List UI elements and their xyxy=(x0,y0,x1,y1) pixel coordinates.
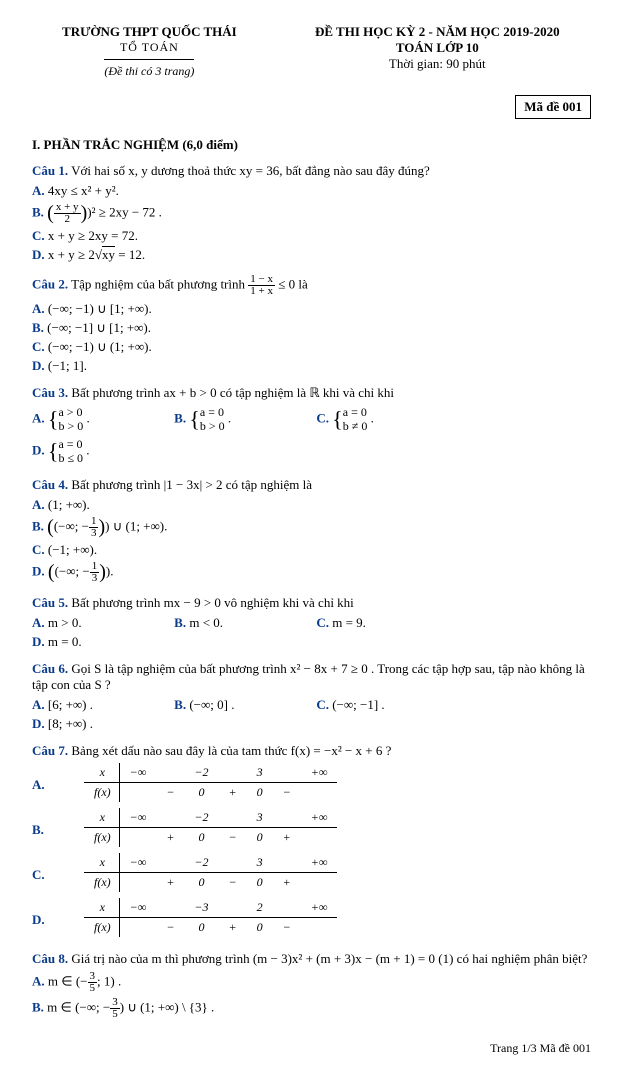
exam-time: Thời gian: 90 phút xyxy=(284,56,591,72)
q6-options: A. [6; +∞) . B. (−∞; 0] . C. (−∞; −1] . … xyxy=(32,697,591,735)
q7-table-b: B. x −∞−23+∞ f(x) +0−0+ xyxy=(32,808,591,853)
opt-c: C. x + y ≥ 2xy = 72. xyxy=(32,228,306,244)
opt-a: A. {a > 0b > 0 . xyxy=(32,405,166,434)
opt-d: D. x + y ≥ 2√xy = 12. xyxy=(32,247,306,263)
header-right: ĐỀ THI HỌC KỲ 2 - NĂM HỌC 2019-2020 TOÁN… xyxy=(284,24,591,79)
header: TRƯỜNG THPT QUỐC THÁI TỔ TOÁN (Đề thi có… xyxy=(32,24,591,79)
opt-c: C. {a = 0b ≠ 0 . xyxy=(316,405,450,434)
q-text: Bất phương trình mx − 9 > 0 vô nghiệm kh… xyxy=(71,595,353,610)
exam-title-1: ĐỀ THI HỌC KỲ 2 - NĂM HỌC 2019-2020 xyxy=(284,24,591,40)
q-num: Câu 6. xyxy=(32,661,68,676)
opt-a: A. m > 0. xyxy=(32,615,166,631)
opt-d: D. m = 0. xyxy=(32,634,166,650)
question-4: Câu 4. Bất phương trình |1 − 3x| > 2 có … xyxy=(32,477,591,493)
q-text: Bảng xét dấu nào sau đây là của tam thức… xyxy=(71,743,391,758)
q7-table-d: D. x −∞−32+∞ f(x) −0+0− xyxy=(32,898,591,943)
q8-options: A. m ∈ (−35; 1) . B. m ∈ (−∞; −35) ∪ (1;… xyxy=(32,971,591,1023)
q-text: Gọi S là tập nghiệm của bất phương trình… xyxy=(32,661,585,692)
sign-table-d: x −∞−32+∞ f(x) −0+0− xyxy=(84,898,337,937)
question-3: Câu 3. Bất phương trình ax + b > 0 có tậ… xyxy=(32,385,591,401)
opt-b: B. {a = 0b > 0 . xyxy=(174,405,308,434)
school-name: TRƯỜNG THPT QUỐC THÁI xyxy=(32,24,267,40)
q-num: Câu 1. xyxy=(32,163,68,178)
q3-options: A. {a > 0b > 0 . B. {a = 0b > 0 . C. {a … xyxy=(32,405,591,469)
q7-table-a: A. x −∞−23+∞ f(x) −0+0− xyxy=(32,763,591,808)
q-text: Giá trị nào của m thì phương trình (m − … xyxy=(71,951,587,966)
q-text-pre: Tập nghiệm của bất phương trình xyxy=(71,276,248,291)
q5-options: A. m > 0. B. m < 0. C. m = 9. D. m = 0. xyxy=(32,615,591,653)
page-footer: Trang 1/3 Mã đề 001 xyxy=(32,1041,591,1056)
opt-d: D. (−1; 1]. xyxy=(32,358,306,374)
q-text: Bất phương trình |1 − 3x| > 2 có tập ngh… xyxy=(71,477,312,492)
opt-d: D. {a = 0b ≤ 0 . xyxy=(32,437,166,466)
q-num: Câu 3. xyxy=(32,385,68,400)
question-7: Câu 7. Bảng xét dấu nào sau đây là của t… xyxy=(32,743,591,759)
opt-c: C. (−∞; −1) ∪ (1; +∞). xyxy=(32,339,306,355)
q-text: Bất phương trình ax + b > 0 có tập nghiệ… xyxy=(71,385,394,400)
opt-a: A. m ∈ (−35; 1) . xyxy=(32,971,306,994)
sign-table-b: x −∞−23+∞ f(x) +0−0+ xyxy=(84,808,337,847)
sign-table-a: x −∞−23+∞ f(x) −0+0− xyxy=(84,763,337,802)
opt-a: A. (−∞; −1) ∪ [1; +∞). xyxy=(32,301,306,317)
q4-options: A. (1; +∞). B. ((−∞; −13)) ∪ (1; +∞). C.… xyxy=(32,497,591,587)
opt-b: B. m < 0. xyxy=(174,615,308,631)
opt-c: C. (−1; +∞). xyxy=(32,542,306,558)
opt-a: A. (1; +∞). xyxy=(32,497,306,513)
opt-d: D. ((−∞; −13)). xyxy=(32,561,306,584)
q-num: Câu 5. xyxy=(32,595,68,610)
header-left: TRƯỜNG THPT QUỐC THÁI TỔ TOÁN (Đề thi có… xyxy=(32,24,267,79)
question-6: Câu 6. Gọi S là tập nghiệm của bất phươn… xyxy=(32,661,591,693)
question-5: Câu 5. Bất phương trình mx − 9 > 0 vô ng… xyxy=(32,595,591,611)
opt-b: B. (x + y2))² ≥ 2xy − 72 . xyxy=(32,202,306,225)
opt-b: B. (−∞; −1] ∪ [1; +∞). xyxy=(32,320,306,336)
section-title: I. PHẦN TRẮC NGHIỆM (6,0 điểm) xyxy=(32,137,591,153)
opt-c: C. m = 9. xyxy=(316,615,450,631)
question-1: Câu 1. Với hai số x, y dương thoả thức x… xyxy=(32,163,591,179)
q7-table-c: C. x −∞−23+∞ f(x) +0−0+ xyxy=(32,853,591,898)
q-text-post: ≤ 0 là xyxy=(278,276,308,291)
q1-options: A. 4xy ≤ x² + y². B. (x + y2))² ≥ 2xy − … xyxy=(32,183,591,266)
q-text: Với hai số x, y dương thoả thức xy = 36,… xyxy=(71,163,430,178)
opt-b: B. ((−∞; −13)) ∪ (1; +∞). xyxy=(32,516,306,539)
divider xyxy=(104,59,194,60)
q-num: Câu 8. xyxy=(32,951,68,966)
page-note: (Đề thi có 3 trang) xyxy=(32,64,267,79)
q-num: Câu 4. xyxy=(32,477,68,492)
q-num: Câu 2. xyxy=(32,276,68,291)
exam-title-2: TOÁN LỚP 10 xyxy=(284,40,591,56)
opt-b: B. (−∞; 0] . xyxy=(174,697,308,713)
opt-b: B. m ∈ (−∞; −35) ∪ (1; +∞) \ {3} . xyxy=(32,997,306,1020)
exam-code-box: Mã đề 001 xyxy=(515,95,591,119)
opt-a: A. [6; +∞) . xyxy=(32,697,166,713)
opt-a: A. 4xy ≤ x² + y². xyxy=(32,183,306,199)
opt-d: D. [8; +∞) . xyxy=(32,716,166,732)
opt-c: C. (−∞; −1] . xyxy=(316,697,450,713)
sign-table-c: x −∞−23+∞ f(x) +0−0+ xyxy=(84,853,337,892)
q2-options: A. (−∞; −1) ∪ [1; +∞). B. (−∞; −1] ∪ [1;… xyxy=(32,301,591,377)
question-8: Câu 8. Giá trị nào của m thì phương trìn… xyxy=(32,951,591,967)
q-num: Câu 7. xyxy=(32,743,68,758)
department: TỔ TOÁN xyxy=(32,40,267,55)
question-2: Câu 2. Tập nghiệm của bất phương trình 1… xyxy=(32,274,591,297)
